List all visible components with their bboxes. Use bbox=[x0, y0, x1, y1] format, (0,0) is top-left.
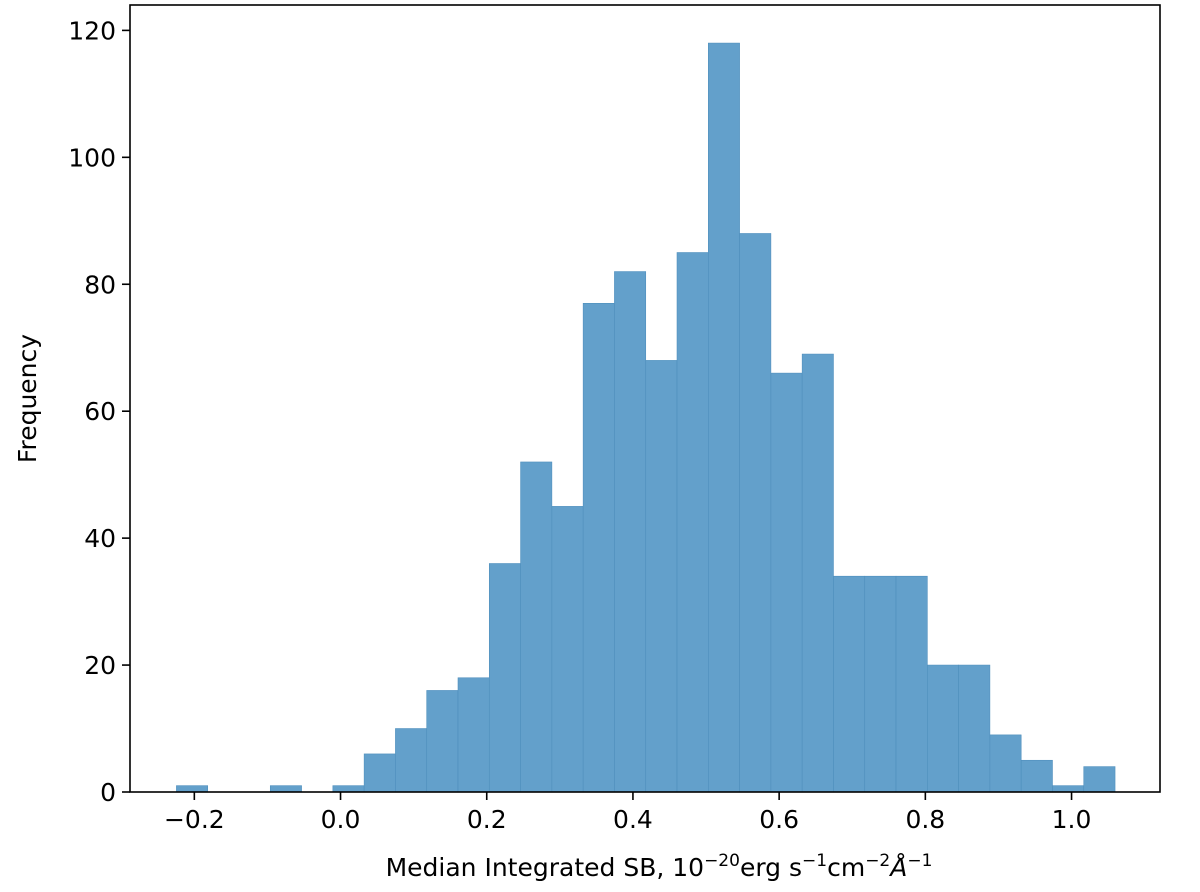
y-axis-label: Frequency bbox=[13, 334, 42, 463]
histogram-bar bbox=[895, 575, 928, 793]
histogram-bar bbox=[739, 233, 772, 793]
x-tick-label: 0.2 bbox=[467, 805, 507, 834]
y-tick-label: 120 bbox=[68, 16, 116, 45]
y-axis-ticks: 0 20 40 60 80 100 120 bbox=[68, 16, 130, 807]
histogram-bar bbox=[1052, 785, 1085, 793]
x-axis-ticks: −0.2 0.0 0.2 0.4 0.6 0.8 1.0 bbox=[164, 792, 1091, 834]
histogram-bar bbox=[833, 575, 866, 793]
histogram-bar bbox=[582, 302, 615, 793]
histogram-bar bbox=[176, 785, 209, 793]
histogram-bar bbox=[457, 677, 490, 793]
histogram-bar bbox=[864, 575, 897, 793]
histogram-bar bbox=[1083, 766, 1116, 793]
y-tick-label: 60 bbox=[84, 397, 116, 426]
histogram-bar bbox=[395, 728, 428, 793]
histogram-bar bbox=[363, 753, 396, 793]
x-tick-label: 0.6 bbox=[759, 805, 799, 834]
histogram-bar bbox=[520, 461, 553, 793]
y-tick-label: 20 bbox=[84, 651, 116, 680]
histogram-bar bbox=[614, 271, 647, 793]
x-tick-label: 1.0 bbox=[1052, 805, 1092, 834]
histogram-bar bbox=[1020, 759, 1053, 793]
histogram-bar bbox=[989, 734, 1022, 793]
x-tick-label: 0.4 bbox=[613, 805, 653, 834]
histogram-bar bbox=[645, 360, 678, 793]
histogram-bar bbox=[770, 372, 803, 793]
x-tick-label: −0.2 bbox=[164, 805, 225, 834]
histogram-bar bbox=[551, 506, 584, 793]
histogram-bar bbox=[426, 690, 459, 793]
histogram-bar bbox=[958, 664, 991, 793]
histogram-bar bbox=[708, 42, 740, 793]
histogram-bar bbox=[332, 785, 365, 793]
histogram-bar bbox=[927, 664, 959, 793]
y-tick-label: 0 bbox=[100, 778, 116, 807]
histogram-bar bbox=[269, 785, 302, 793]
histogram-bar bbox=[801, 353, 834, 793]
x-tick-label: 0.0 bbox=[321, 805, 361, 834]
histogram-bar bbox=[676, 252, 709, 793]
histogram-bar bbox=[488, 563, 521, 793]
x-tick-label: 0.8 bbox=[905, 805, 945, 834]
x-axis-label: Median Integrated SB, 10−20erg s−1cm−2Å−… bbox=[386, 851, 933, 882]
bars-group bbox=[176, 42, 1116, 793]
y-tick-label: 100 bbox=[68, 143, 116, 172]
y-tick-label: 40 bbox=[84, 524, 116, 553]
plot-frame bbox=[129, 4, 1161, 793]
y-tick-label: 80 bbox=[84, 270, 116, 299]
